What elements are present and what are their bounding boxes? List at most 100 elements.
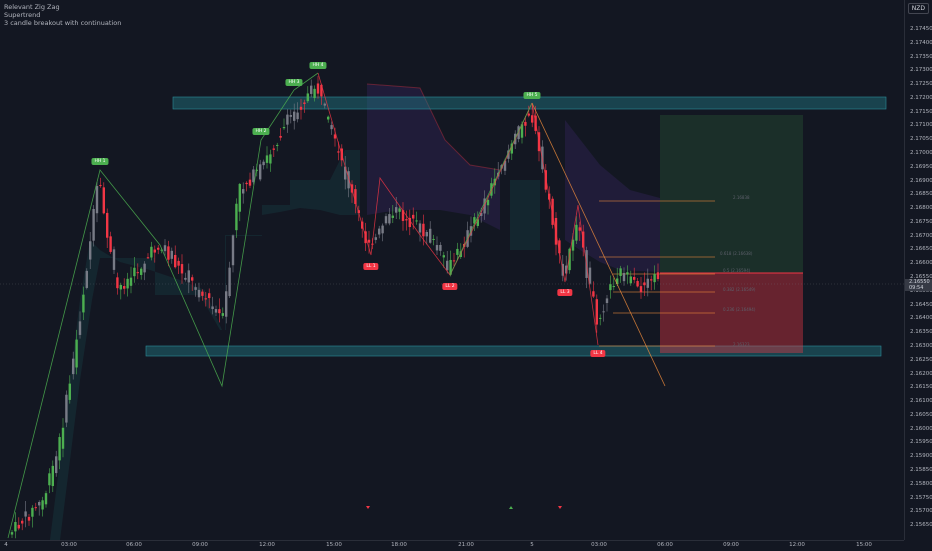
candle-body [143, 263, 146, 273]
swing-label-ll1: LL 1 [363, 263, 379, 270]
candle-body [129, 277, 133, 286]
price-tick-label: 2.17000 [910, 150, 932, 157]
candle-body [225, 291, 228, 317]
candle-body [140, 268, 143, 275]
candle-body [102, 187, 105, 214]
candle-body [41, 500, 44, 510]
price-tick-label: 2.17050 [910, 136, 932, 143]
price-tick-label: 2.16450 [910, 301, 932, 308]
support-zone [145, 345, 882, 357]
time-tick-label: 15:00 [326, 542, 342, 548]
candle-body [95, 185, 99, 214]
candle-body [367, 239, 371, 243]
candle-body [643, 282, 646, 286]
candle-body [568, 248, 571, 271]
candle-body [626, 272, 629, 275]
candle-body [116, 277, 119, 289]
candle-body [575, 224, 578, 241]
price-tick-label: 2.17250 [910, 81, 932, 88]
price-axis[interactable]: NZD 2.17450 2.17400 2.17350 2.17300 2.17250 2… [904, 0, 932, 540]
candle-body [279, 135, 282, 138]
candle-body [78, 321, 82, 335]
candle-body [24, 511, 27, 517]
supertrend-fill-down-1 [367, 84, 500, 230]
currency-badge[interactable]: NZD [907, 3, 929, 14]
swing-label-ll3: LL 3 [557, 289, 573, 296]
candle-body [476, 219, 479, 226]
candle-body [123, 286, 126, 289]
price-tick-label: 2.17400 [910, 39, 932, 46]
price-tick-label: 2.16700 [910, 232, 932, 239]
candle-body [109, 236, 112, 252]
candle-body [327, 116, 330, 120]
candle-body [272, 148, 275, 150]
candle-body [378, 228, 381, 235]
candle-body [354, 189, 357, 204]
candle-body [208, 293, 211, 299]
sell-signal-arrow [366, 506, 370, 509]
candle-body [112, 249, 116, 270]
price-tick-label: 2.17150 [910, 108, 932, 115]
candle-body [616, 278, 619, 285]
candle-body [21, 520, 24, 524]
candle-body [452, 260, 456, 262]
candle-body [262, 161, 265, 166]
candle-body [58, 437, 61, 461]
price-tick-label: 2.16400 [910, 315, 932, 322]
candle-body [197, 289, 201, 298]
legend-breakout[interactable]: 3 candle breakout with continuation [4, 19, 122, 27]
candle-body [296, 112, 299, 120]
time-tick-label: 15:00 [856, 542, 872, 548]
candle-body [72, 358, 75, 375]
candle-body [653, 274, 656, 283]
price-tick-label: 2.16750 [910, 218, 932, 225]
legend-supertrend[interactable]: Supertrend [4, 11, 41, 19]
candle-body [31, 507, 34, 517]
price-tick-label: 2.16650 [910, 246, 932, 253]
candle-body [180, 264, 184, 274]
candle-body [133, 267, 136, 277]
candle-body [446, 260, 449, 271]
candle-body [401, 210, 405, 221]
candle-body [99, 185, 102, 187]
candle-body [646, 278, 649, 288]
candle-body [330, 125, 333, 130]
time-tick-label: 09:00 [192, 542, 208, 548]
legend-zigzag[interactable]: Relevant Zig Zag [4, 3, 60, 11]
candle-body [228, 267, 231, 297]
candle-body [605, 298, 609, 304]
price-tick-label: 2.16050 [910, 411, 932, 418]
candle-body [231, 235, 235, 266]
candle-body [34, 507, 37, 509]
candle-body [313, 88, 316, 99]
time-tick-label: 4 [4, 542, 8, 548]
price-tick-label: 2.15800 [910, 480, 932, 487]
time-axis[interactable]: 4 03:00 06:00 09:00 12:00 15:00 18:00 21:00 5 03:… [0, 540, 904, 551]
price-tick-label: 2.15850 [910, 466, 932, 473]
candle-body [415, 220, 418, 222]
time-tick-label: 03:00 [591, 542, 607, 548]
candle-body [316, 83, 320, 94]
swing-label-hh2: HH 2 [252, 128, 270, 135]
position-level-3: 0.5 (2.16594) [723, 268, 751, 273]
candle-body [248, 179, 252, 186]
candle-body [218, 309, 221, 314]
price-tick-label: 2.17200 [910, 94, 932, 101]
supertrend-fill-up-2 [510, 180, 540, 250]
candle-body [531, 115, 534, 123]
candle-body [170, 250, 173, 259]
swing-label-hh1: HH 1 [91, 158, 109, 165]
candle-body [82, 294, 85, 313]
zigzag-line-mixed [317, 72, 533, 276]
price-tick-label: 2.16300 [910, 342, 932, 349]
candle-body [357, 210, 360, 214]
candle-body [276, 144, 279, 146]
candle-body [201, 291, 204, 296]
price-tick-label: 2.16100 [910, 398, 932, 405]
position-level-4: 0.382 (2.16549) [723, 287, 756, 292]
candle-body [374, 237, 377, 240]
price-tick-label: 2.17350 [910, 53, 932, 60]
candle-body [55, 456, 58, 474]
candle-body [75, 339, 78, 368]
